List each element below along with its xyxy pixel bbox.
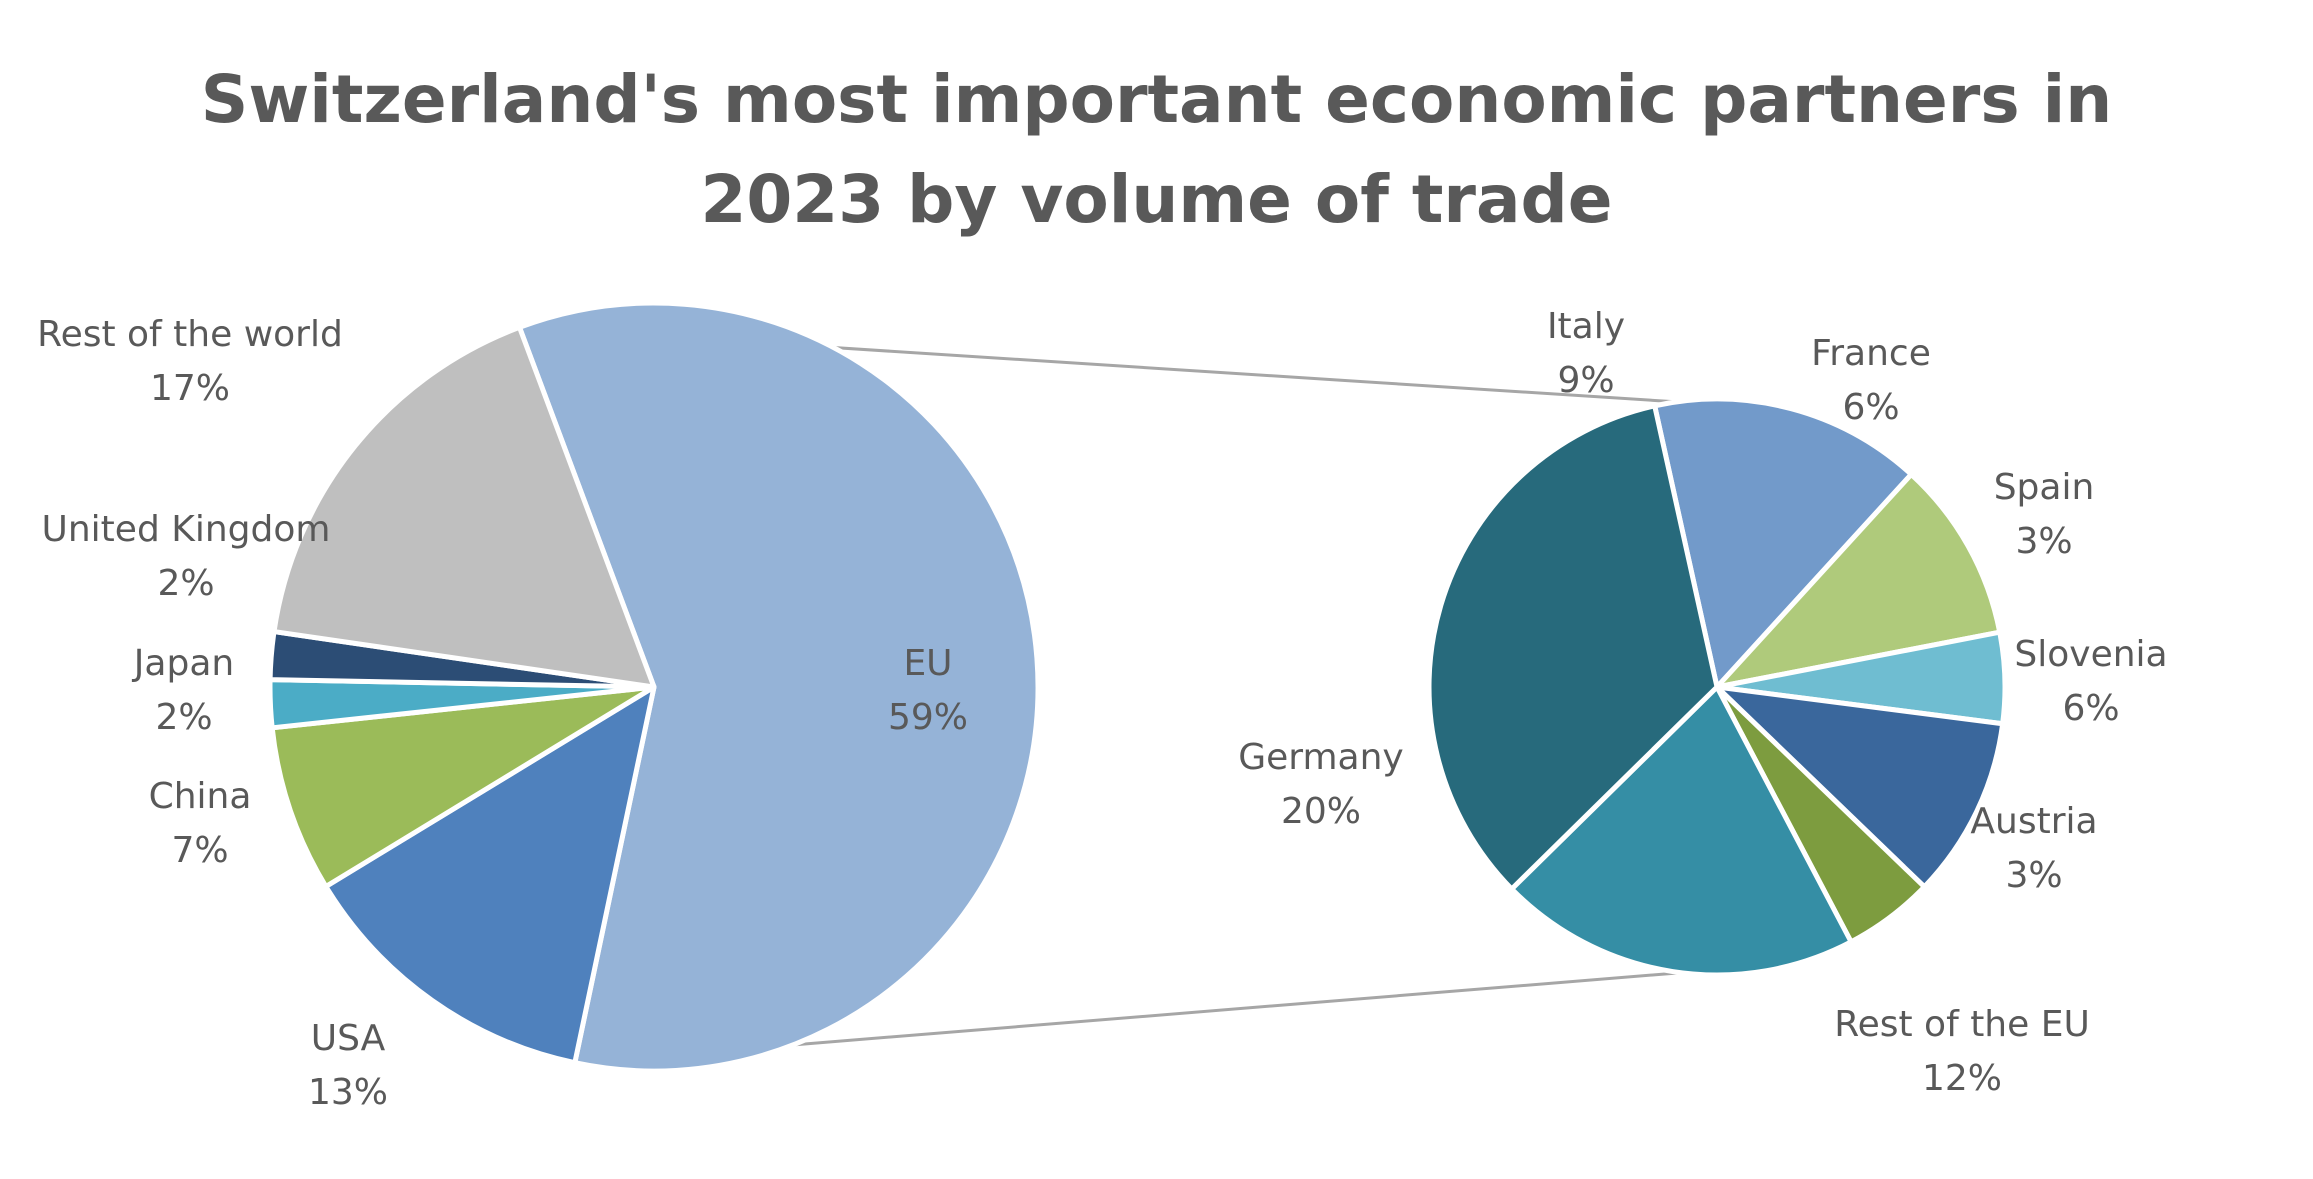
- slice-label-name: Rest of the world: [37, 314, 343, 355]
- slice-label-name: USA: [311, 1018, 386, 1059]
- slice-slovenia: [1714, 684, 2006, 890]
- slice-rest-of-the-world: [271, 324, 657, 690]
- slice-label-usa: USA 13%: [308, 1018, 388, 1113]
- slice-rest-of-the-eu: [1509, 684, 1854, 978]
- slice-label-percent: 12%: [1922, 1058, 2002, 1099]
- slice-label-name: Spain: [1994, 467, 2095, 508]
- eu-breakdown-pie: [1426, 396, 2008, 978]
- slice-label-name: EU: [903, 643, 952, 684]
- chart-title-line-1: Switzerland's most important economic pa…: [200, 61, 2113, 138]
- slice-italy: [1652, 396, 1914, 690]
- slice-label-name: United Kingdom: [42, 509, 331, 550]
- slice-label-japan: Japan 2%: [132, 643, 234, 738]
- slice-labels: EU 59% USA 13% China 7% Japan 2% United Kingdom 2…: [37, 306, 2167, 1113]
- slice-label-percent: 7%: [171, 830, 228, 871]
- slice-label-name: China: [149, 776, 252, 817]
- slice-label-france: France 6%: [1811, 333, 1931, 428]
- slice-eu: [517, 300, 1041, 1074]
- slice-label-percent: 17%: [150, 368, 230, 409]
- slice-usa: [323, 684, 657, 1066]
- slice-label-name: Rest of the EU: [1834, 1004, 2090, 1045]
- slice-label-percent: 9%: [1557, 360, 1614, 401]
- slice-label-eu: EU 59%: [888, 643, 968, 738]
- main-pie: [267, 300, 1041, 1074]
- slice-label-name: Japan: [132, 643, 234, 684]
- slice-china: [269, 684, 657, 889]
- slice-label-name: Austria: [1970, 801, 2097, 842]
- slice-label-china: China 7%: [149, 776, 252, 871]
- slice-label-percent: 6%: [2062, 688, 2119, 729]
- slice-label-germany: Germany 20%: [1238, 737, 1403, 832]
- slice-label-name: Germany: [1238, 737, 1403, 778]
- slice-label-percent: 20%: [1281, 791, 1361, 832]
- chart-title-line-2: 2023 by volume of trade: [700, 161, 1613, 238]
- slice-label-percent: 6%: [1842, 387, 1899, 428]
- slice-label-percent: 13%: [308, 1072, 388, 1113]
- slice-label-slovenia: Slovenia 6%: [2014, 634, 2167, 729]
- slice-label-name: France: [1811, 333, 1931, 374]
- slice-label-percent: 3%: [2005, 855, 2062, 896]
- slice-label-rest-of-the-eu: Rest of the EU 12%: [1834, 1004, 2090, 1099]
- slice-france: [1714, 471, 2003, 690]
- slice-label-italy: Italy 9%: [1547, 306, 1625, 401]
- slice-label-percent: 3%: [2015, 521, 2072, 562]
- slice-label-percent: 2%: [157, 563, 214, 604]
- slice-germany: [1426, 403, 1720, 892]
- slice-label-percent: 59%: [888, 697, 968, 738]
- chart-title: Switzerland's most important economic pa…: [0, 50, 2313, 250]
- slice-label-percent: 2%: [155, 697, 212, 738]
- slice-label-name: Slovenia: [2014, 634, 2167, 675]
- slice-label-austria: Austria 3%: [1970, 801, 2097, 896]
- slice-label-name: Italy: [1547, 306, 1625, 347]
- slice-label-rest-of-the-world: Rest of the world 17%: [37, 314, 343, 409]
- slice-label-united-kingdom: United Kingdom 2%: [42, 509, 331, 604]
- slice-label-spain: Spain 3%: [1994, 467, 2095, 562]
